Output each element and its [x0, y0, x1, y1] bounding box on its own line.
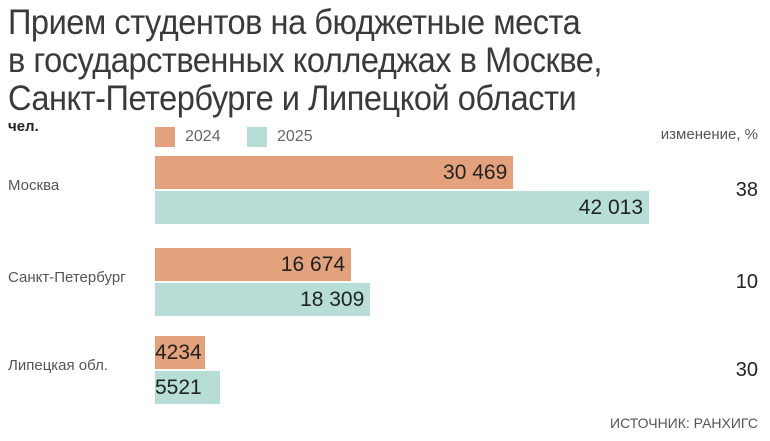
legend-item-2025: 2025	[247, 127, 313, 147]
category-label: Москва	[8, 177, 60, 194]
change-header: изменение, %	[660, 126, 758, 143]
bar-2025	[155, 191, 649, 224]
unit-label: чел.	[8, 118, 39, 135]
data-label: 30 469	[443, 161, 508, 184]
data-label: 4234	[155, 341, 202, 364]
bar-2025	[155, 371, 220, 404]
bar-2024	[155, 336, 205, 369]
data-label: 42 013	[578, 196, 643, 219]
legend-label-2025: 2025	[277, 128, 313, 145]
legend-item-2024: 2024	[155, 127, 221, 147]
category-label: Санкт-Петербург	[8, 269, 126, 286]
chart-title: Прием студентов на бюджетные места в гос…	[8, 3, 603, 118]
change-value: 10	[735, 271, 758, 293]
legend-swatch-2024	[155, 127, 175, 147]
legend-label-2024: 2024	[185, 128, 221, 145]
source: ИСТОЧНИК: РАНХИГС	[610, 415, 758, 431]
legend-swatch-2025	[247, 127, 267, 147]
data-label: 16 674	[280, 253, 346, 276]
data-label: 18 309	[300, 288, 365, 311]
bar-2024	[155, 248, 352, 281]
bar-2024	[155, 156, 514, 189]
change-value: 38	[735, 179, 758, 201]
data-label: 5521	[155, 376, 202, 399]
bar-2025	[155, 283, 371, 316]
change-value: 30	[735, 359, 758, 381]
category-label: Липецкая обл.	[8, 357, 108, 374]
